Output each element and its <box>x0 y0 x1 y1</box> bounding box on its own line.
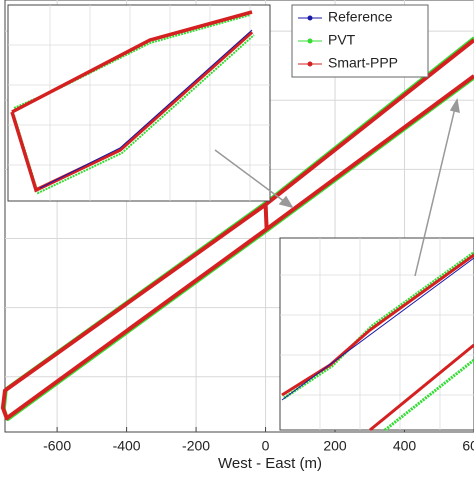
inset-bottom-right <box>279 237 474 432</box>
legend-label: PVT <box>328 32 356 48</box>
legend-marker <box>307 38 313 44</box>
x-tick-label: 400 <box>393 438 417 454</box>
inset-top-left <box>7 4 271 202</box>
series-line <box>0 38 474 421</box>
x-tick-label: -600 <box>43 438 71 454</box>
x-axis-label: West - East (m) <box>218 455 322 472</box>
zoom-arrows <box>214 97 460 277</box>
x-tick-label: 200 <box>323 438 347 454</box>
legend-marker <box>307 15 313 21</box>
legend: Reference PVT Smart-PPP <box>291 4 429 78</box>
x-tick-label: -400 <box>113 438 141 454</box>
x-tick-label: -200 <box>182 438 210 454</box>
legend-label: Reference <box>328 9 393 25</box>
x-tick-label: 0 <box>262 438 270 454</box>
lines <box>0 36 474 422</box>
x-tick-label: 600 <box>462 438 474 454</box>
legend-marker <box>307 61 313 67</box>
legend-label: Smart-PPP <box>328 55 398 71</box>
